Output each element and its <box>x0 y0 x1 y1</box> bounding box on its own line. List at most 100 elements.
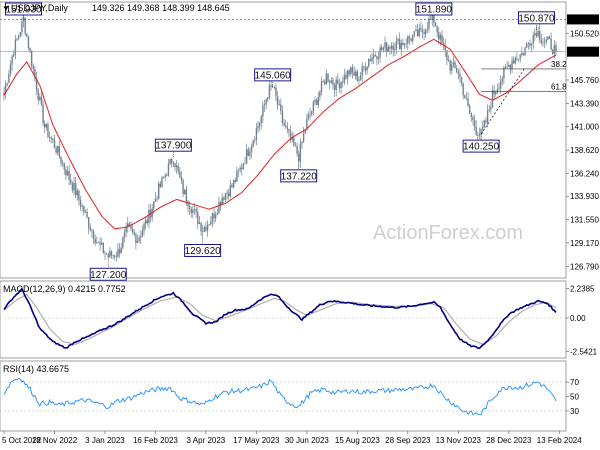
candle-body <box>44 123 46 128</box>
candle-body <box>392 45 394 51</box>
candle-body <box>141 230 144 237</box>
candle-body <box>143 223 145 231</box>
candle-body <box>109 251 111 258</box>
candle-body <box>140 236 142 238</box>
price-tick-label: 129.170 <box>570 239 599 248</box>
candle-body <box>548 36 551 39</box>
candle-body <box>296 145 298 154</box>
callout-box <box>415 2 453 16</box>
candle-body <box>514 58 516 64</box>
candle-body <box>118 249 121 254</box>
candle-body <box>136 240 139 244</box>
candle-body <box>179 171 181 178</box>
candle-body <box>425 30 427 35</box>
candle-body <box>73 183 75 191</box>
candle-body <box>446 50 448 61</box>
candle-body <box>60 156 62 164</box>
ema-line <box>3 38 557 230</box>
candle-body <box>13 54 15 57</box>
candle-body <box>459 73 461 78</box>
candle-body <box>97 242 100 243</box>
price-axis: 151.930 150.520 148.645 145.760 143.390 141.0… <box>566 14 599 271</box>
candle-body <box>493 90 495 95</box>
candle-body <box>503 67 505 79</box>
candle-body <box>483 120 486 127</box>
candle-body <box>381 47 383 50</box>
candle-body <box>112 255 114 256</box>
candle-body <box>423 32 425 35</box>
candle-body <box>537 30 539 37</box>
candle-body <box>164 175 166 178</box>
time-tick-label: 3 Jan 2023 <box>85 436 125 445</box>
candle-body <box>35 78 38 91</box>
time-tick-label: 13 Nov 2023 <box>436 436 482 445</box>
collapse-triangle-icon[interactable]: ▼ <box>2 4 10 13</box>
candle-body <box>429 18 432 20</box>
candle-body <box>223 197 225 200</box>
callout-box <box>518 11 555 25</box>
candle-body <box>48 136 51 138</box>
candle-body <box>91 230 93 231</box>
candle-body <box>434 22 437 27</box>
candle-body <box>99 242 101 245</box>
candle-body <box>403 43 406 46</box>
candle-body <box>366 66 368 71</box>
candle-body <box>255 128 258 140</box>
candle-body <box>488 109 490 111</box>
candle-body <box>522 53 525 55</box>
rsi-title: RSI(14) 43.6675 <box>3 364 69 374</box>
candle-body <box>408 36 411 39</box>
candle-body <box>154 198 157 202</box>
candle-body <box>197 212 199 225</box>
candle-body <box>535 32 538 37</box>
candle-body <box>226 192 228 194</box>
candle-body <box>328 81 331 83</box>
candle-body <box>104 252 106 254</box>
candle-body <box>262 105 264 117</box>
candle-body <box>32 65 35 70</box>
candle-body <box>311 111 313 115</box>
candle-body <box>341 81 344 83</box>
candle-body <box>260 116 262 123</box>
candle-body <box>369 59 372 61</box>
candle-body <box>525 43 528 48</box>
candle-body <box>348 70 350 75</box>
candle-body <box>257 126 259 129</box>
candle-body <box>289 131 292 140</box>
candle-body <box>210 221 212 225</box>
candle-body <box>234 180 236 182</box>
candle-body <box>415 29 417 32</box>
candle-body <box>6 82 8 85</box>
candle-body <box>276 96 279 105</box>
candle-body <box>288 129 290 132</box>
candle-body <box>395 40 398 49</box>
candle-body <box>76 190 78 196</box>
candle-body <box>345 74 347 79</box>
candle-body <box>130 225 132 229</box>
candle-body <box>229 185 232 197</box>
candle-body <box>384 42 386 48</box>
candle-body <box>451 64 453 71</box>
candle-body <box>442 43 445 46</box>
candle-body <box>45 124 48 128</box>
macd-tick-label: -2.5421 <box>570 347 598 356</box>
trendline <box>480 67 526 135</box>
candle-body <box>324 81 326 85</box>
candle-body <box>363 66 365 68</box>
candle-body <box>218 201 220 214</box>
time-tick-label: 15 Aug 2023 <box>335 436 380 445</box>
candle-body <box>249 151 251 156</box>
candle-body <box>405 43 407 44</box>
time-tick-label: 28 Dec 2023 <box>486 436 532 445</box>
callout-box <box>184 244 222 257</box>
candle-body <box>188 206 191 210</box>
candle-body <box>14 39 17 55</box>
candle-body <box>302 133 305 142</box>
candle-body <box>268 85 271 98</box>
candle-body <box>182 180 184 195</box>
callouts: 151.930 127.200 137.900 129.620 145.060 137.2… <box>5 2 555 281</box>
candle-body <box>317 96 319 105</box>
candle-body <box>486 110 489 123</box>
candle-body <box>110 251 113 256</box>
